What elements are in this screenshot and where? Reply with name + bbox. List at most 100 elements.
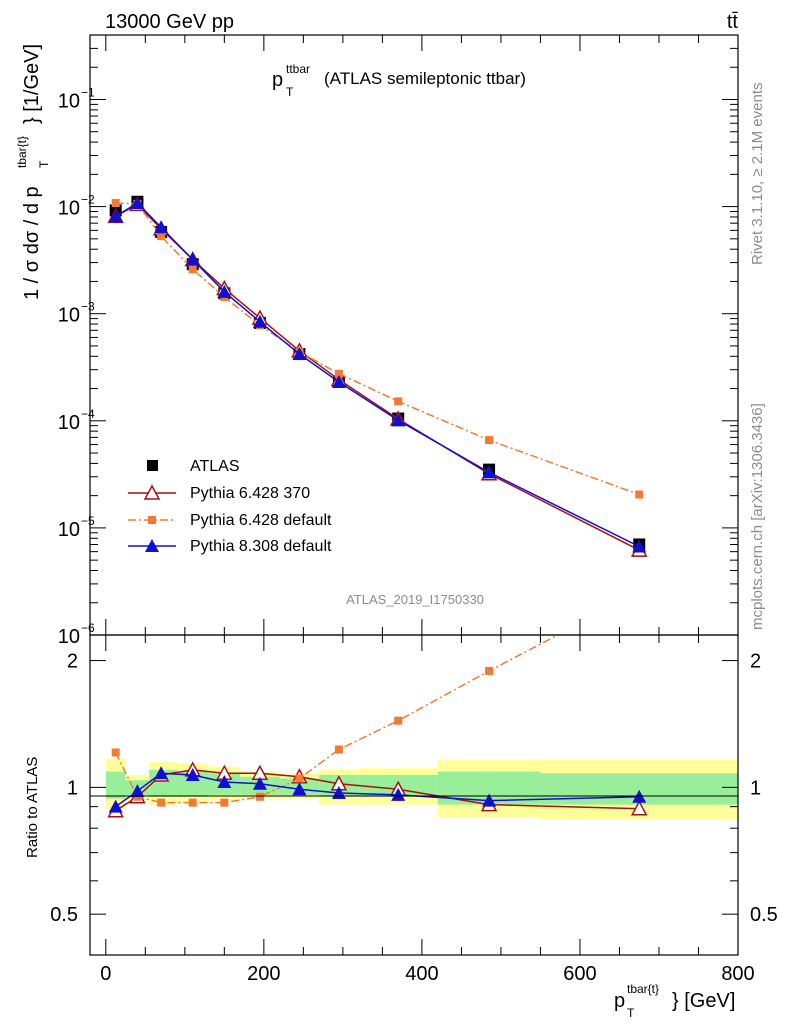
legend-label-atlas: ATLAS [190, 458, 240, 475]
ratio-series-1-marker [188, 798, 197, 807]
plot-title: p ttbar T (ATLAS semileptonic ttbar) [272, 62, 526, 99]
x-tick-label: 400 [405, 963, 438, 985]
legend-marker-pythia8 [145, 539, 159, 552]
x-tick-label: 600 [563, 963, 596, 985]
legend-label-pythia6-370: Pythia 6.428 370 [190, 485, 310, 502]
main-y-tick-exp: −5 [81, 514, 95, 528]
ratio-series-2-marker [130, 784, 145, 798]
y-label-unit: } [1/GeV] [21, 44, 43, 124]
main-series-3-marker [391, 413, 406, 427]
ratio-series-1-marker [111, 748, 120, 757]
axis-ticks: 10−110−210−310−410−510 −60.5 0.51 12 20 200 40… [50, 34, 778, 985]
x-label-unit: } [GeV] [672, 990, 735, 1012]
ratio-panel-frame [89, 634, 739, 956]
main-y-tick-exp: −2 [81, 193, 95, 207]
ratio-series-1-marker [255, 792, 264, 801]
ratio-band-green-0 [105, 771, 126, 799]
ratio-series-1-marker [295, 774, 304, 783]
x-axis-label: p tbar{t} T } [GeV] [614, 982, 735, 1020]
rivet-label: Rivet 3.1.10, ≥ 2.1M events [749, 83, 766, 266]
main-y-tick-label: 10 [58, 90, 80, 112]
ratio-series-0-marker [630, 800, 648, 816]
main-y-tick-exp: −6 [81, 621, 95, 635]
ratio-series-2-marker [391, 787, 406, 801]
ratio-series [107, 635, 648, 818]
main-y-tick-exp: −4 [81, 407, 95, 421]
ratio-series-1-marker [220, 798, 229, 807]
y-label-main: 1 / σ dσ / d p [21, 186, 43, 300]
main-y-tick-exp: −1 [81, 85, 95, 99]
x-label-sup: tbar{t} [627, 982, 659, 996]
main-series-3-marker [185, 252, 200, 266]
main-series-2-line [115, 202, 640, 496]
main-y-tick-label: 10 [58, 519, 80, 541]
main-y-tick-label: 10 [58, 198, 80, 220]
ratio-y-tick-label-right: 1 [750, 777, 761, 799]
ratio-y-tick-label: 0.5 [50, 904, 78, 926]
y-label-sub: T [37, 160, 51, 168]
legend-item-pythia6-370: Pythia 6.428 370 [128, 484, 310, 502]
main-series-3-marker [632, 539, 647, 553]
ratio-y-tick-label: 2 [67, 651, 78, 673]
legend: ATLAS Pythia 6.428 370 Pythia 6.428 defa… [128, 458, 332, 555]
main-y-tick-exp: −3 [81, 300, 95, 314]
ratio-series-2-marker [217, 774, 232, 788]
ratio-series-2-marker [292, 782, 307, 796]
ratio-y-tick-label: 1 [67, 777, 78, 799]
ratio-series-1-marker [157, 798, 166, 807]
main-series-3-marker [331, 375, 346, 389]
x-label-main: p [614, 990, 625, 1012]
title-rest: (ATLAS semileptonic ttbar) [324, 69, 526, 88]
ratio-y-tick-label-right: 2 [750, 651, 761, 673]
main-series-3-marker [217, 284, 232, 298]
main-y-tick-label: 10 [58, 626, 80, 648]
title-sub: T [286, 85, 294, 99]
main-y-tick-label: 10 [58, 412, 80, 434]
main-y-tick-label: 10 [58, 305, 80, 327]
title-sup: ttbar [286, 62, 310, 76]
main-series-3-marker [130, 196, 145, 210]
legend-marker-pythia6-default [148, 516, 156, 524]
ratio-series-1-marker [334, 745, 343, 754]
main-y-axis-label: 1 / σ dσ / d p tbar{t} T } [1/GeV] [15, 44, 51, 300]
main-series-2-marker [635, 490, 644, 499]
x-label-sub: T [627, 1006, 635, 1020]
main-series-3-marker [292, 347, 307, 361]
main-series-2-marker [485, 436, 494, 445]
ratio-y-axis-label: Ratio to ATLAS [24, 757, 41, 858]
legend-label-pythia8: Pythia 8.308 default [190, 538, 332, 555]
ratio-series-1-marker [394, 716, 403, 725]
ratio-series-2-marker [154, 766, 169, 780]
main-series-3-marker [108, 209, 123, 223]
y-label-sup: tbar{t} [15, 136, 29, 168]
legend-item-atlas: ATLAS [147, 458, 240, 475]
ratio-series-2-marker [108, 799, 123, 813]
analysis-id-label: ATLAS_2019_I1750330 [346, 592, 484, 607]
main-series-3-marker [154, 220, 169, 234]
legend-item-pythia6-default: Pythia 6.428 default [128, 512, 332, 529]
ratio-series-1-marker [485, 666, 494, 675]
main-series-3-marker [482, 465, 497, 479]
main-series-3-marker [252, 314, 267, 328]
legend-marker-pythia6-370 [143, 484, 161, 500]
source-label: mcplots.cern.ch [arXiv:1306.3436] [749, 403, 766, 630]
main-series-2-marker [334, 369, 343, 378]
legend-marker-atlas [147, 460, 158, 471]
legend-item-pythia8: Pythia 8.308 default [128, 538, 332, 555]
process-label: tt̄ [727, 11, 739, 33]
main-series-2-marker [394, 397, 403, 406]
ratio-y-tick-label-right: 0.5 [750, 904, 778, 926]
x-tick-label: 800 [721, 963, 754, 985]
x-tick-label: 200 [247, 963, 280, 985]
main-series-2-marker [111, 199, 120, 208]
title-main: p [272, 69, 283, 91]
ratio-series-2-marker [482, 793, 497, 807]
x-tick-label: 0 [100, 963, 111, 985]
legend-label-pythia6-default: Pythia 6.428 default [190, 512, 332, 529]
energy-label: 13000 GeV pp [105, 11, 234, 33]
main-series-2-marker [188, 265, 197, 274]
main-series [107, 195, 648, 557]
ratio-series-2-marker [185, 767, 200, 781]
main-series-2-marker [157, 232, 166, 241]
